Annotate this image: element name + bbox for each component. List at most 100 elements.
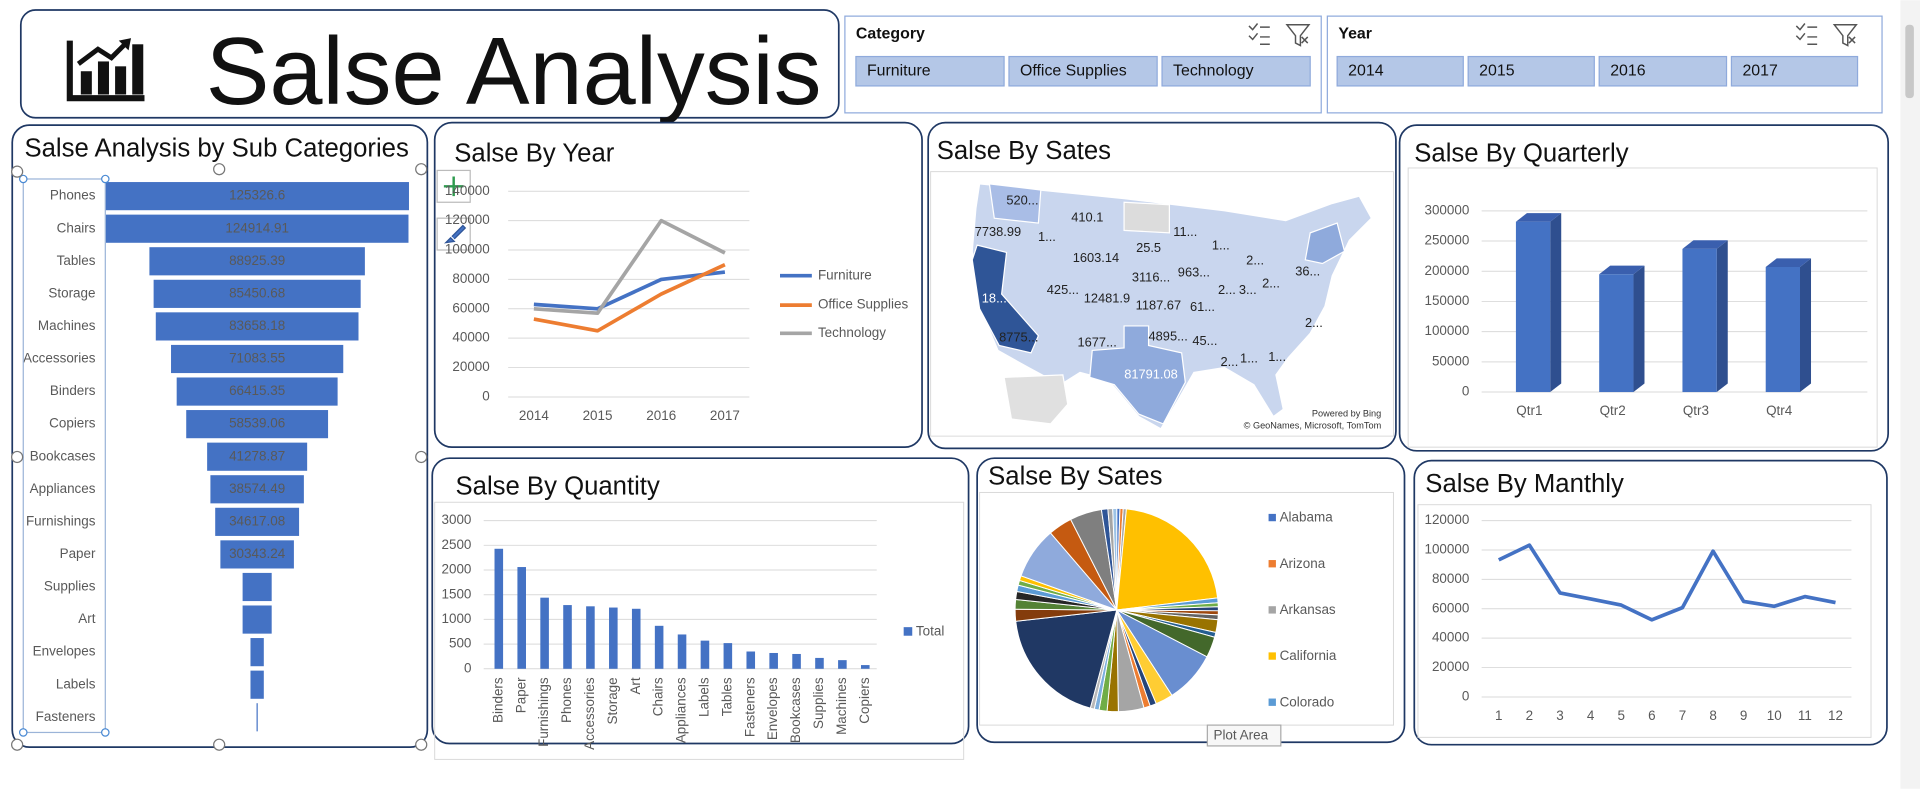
map-label: 1... xyxy=(1212,238,1230,253)
slicer-item[interactable]: Office Supplies xyxy=(1020,62,1127,79)
funnel-bar xyxy=(220,540,294,569)
bar xyxy=(1515,221,1551,393)
map-label: 2... xyxy=(1305,315,1323,330)
slicer-item[interactable]: 2017 xyxy=(1742,62,1778,79)
funnel-bar xyxy=(155,312,359,341)
y-tick-label: 1000 xyxy=(441,611,471,626)
resize-handle[interactable] xyxy=(213,163,226,176)
x-tick-label: Fasteners xyxy=(742,677,757,737)
funnel-bar xyxy=(207,442,308,471)
y-tick-label: 120000 xyxy=(445,212,490,227)
slicer-button[interactable] xyxy=(1730,55,1859,87)
y-tick-label: 140000 xyxy=(445,183,490,198)
bar xyxy=(1682,248,1717,393)
category-label: Envelopes xyxy=(33,644,96,659)
y-tick-label: 1500 xyxy=(441,586,471,601)
plot-border xyxy=(1417,504,1872,738)
slicer-item[interactable]: 2015 xyxy=(1479,62,1515,79)
x-tick-label: Paper xyxy=(513,677,528,713)
bar xyxy=(792,653,801,669)
resize-handle[interactable] xyxy=(11,450,24,464)
resize-handle[interactable] xyxy=(415,450,428,464)
map-label: 25.5 xyxy=(1136,240,1161,255)
chart-elements-button[interactable] xyxy=(436,169,471,203)
selection-handle[interactable] xyxy=(18,728,28,737)
y-tick-label: 500 xyxy=(449,636,471,651)
x-tick-label: Binders xyxy=(490,677,505,723)
category-label: Furnishings xyxy=(26,513,96,528)
map-label: 2... xyxy=(1262,276,1280,291)
line-series xyxy=(533,218,726,316)
legend-marker xyxy=(1268,513,1276,522)
header-icon xyxy=(66,38,145,102)
data-label: 30343.24 xyxy=(229,546,286,561)
resize-handle[interactable] xyxy=(11,165,24,178)
funnel-bar xyxy=(153,279,361,308)
y-tick-label: 2500 xyxy=(441,537,471,552)
slicer-item[interactable]: Furniture xyxy=(867,62,931,79)
y-tick-label: 250000 xyxy=(1424,233,1469,248)
selection-frame xyxy=(22,178,106,734)
bar xyxy=(540,597,549,669)
x-tick-label: Envelopes xyxy=(765,677,780,740)
scroll-thumb[interactable] xyxy=(1905,24,1914,99)
scrollbar[interactable] xyxy=(1900,0,1920,789)
y-tick-label: 100000 xyxy=(1424,323,1469,338)
map-label: 8775... xyxy=(999,330,1038,345)
slicer-button[interactable] xyxy=(1008,55,1158,87)
chart-styles-button[interactable] xyxy=(436,217,471,251)
chart-title: Salse By Sates xyxy=(937,137,1111,165)
map-label: 1187.67 xyxy=(1136,298,1181,313)
map-attribution: © GeoNames, Microsoft, TomTom xyxy=(1244,421,1382,431)
bar-side xyxy=(1716,240,1728,393)
slicer-icons[interactable] xyxy=(1248,23,1858,47)
map-region xyxy=(1003,374,1069,425)
y-tick-label: 80000 xyxy=(1432,571,1469,586)
bar xyxy=(517,567,526,669)
legend-label: Total xyxy=(916,624,944,639)
x-tick-label: 2 xyxy=(1526,708,1533,723)
slicer-button[interactable] xyxy=(1336,55,1464,87)
slicer-item[interactable]: 2016 xyxy=(1610,62,1646,79)
x-tick-label: 10 xyxy=(1767,708,1782,723)
map-label: 4895... xyxy=(1149,328,1188,343)
data-label: 88925.39 xyxy=(229,253,285,268)
map-label: 12481.9 xyxy=(1084,290,1130,305)
map-label: 2... xyxy=(1246,252,1264,267)
pie-slice xyxy=(1015,609,1118,709)
y-tick-label: 150000 xyxy=(1424,293,1469,308)
category-label: Binders xyxy=(50,383,96,398)
map-region xyxy=(1123,201,1170,234)
x-tick-label: Art xyxy=(628,677,643,694)
category-label: Machines xyxy=(38,318,96,333)
data-label: 124914.91 xyxy=(225,220,289,235)
slicer-button[interactable] xyxy=(1598,55,1728,87)
resize-handle[interactable] xyxy=(415,163,428,176)
resize-handle[interactable] xyxy=(11,738,24,751)
legend-marker xyxy=(1268,698,1276,706)
x-tick-label: 3 xyxy=(1556,708,1563,723)
selection-handle[interactable] xyxy=(101,174,110,184)
y-tick-label: 200000 xyxy=(1424,263,1469,278)
selection-handle[interactable] xyxy=(18,174,28,184)
x-tick-label: 2015 xyxy=(583,408,613,423)
category-label: Copiers xyxy=(49,416,96,431)
slicer-button[interactable] xyxy=(1161,55,1311,87)
chart-title: Salse Analysis by Sub Categories xyxy=(24,134,408,162)
bar xyxy=(700,640,710,669)
resize-handle[interactable] xyxy=(415,738,428,751)
slicer-item[interactable]: Technology xyxy=(1173,62,1254,79)
map-label: 11... xyxy=(1173,224,1197,239)
y-tick-label: 3000 xyxy=(441,512,471,527)
plot-border xyxy=(1407,167,1878,448)
category-label: Art xyxy=(78,611,95,626)
y-tick-label: 60000 xyxy=(452,300,489,315)
x-tick-label: Copiers xyxy=(857,677,872,724)
resize-handle[interactable] xyxy=(213,738,226,751)
selection-handle[interactable] xyxy=(101,728,110,737)
x-tick-label: Qtr1 xyxy=(1516,403,1542,418)
funnel-bar xyxy=(171,344,344,374)
slicer-button[interactable] xyxy=(855,55,1005,87)
slicer-button[interactable] xyxy=(1467,55,1595,87)
slicer-item[interactable]: 2014 xyxy=(1348,62,1384,79)
